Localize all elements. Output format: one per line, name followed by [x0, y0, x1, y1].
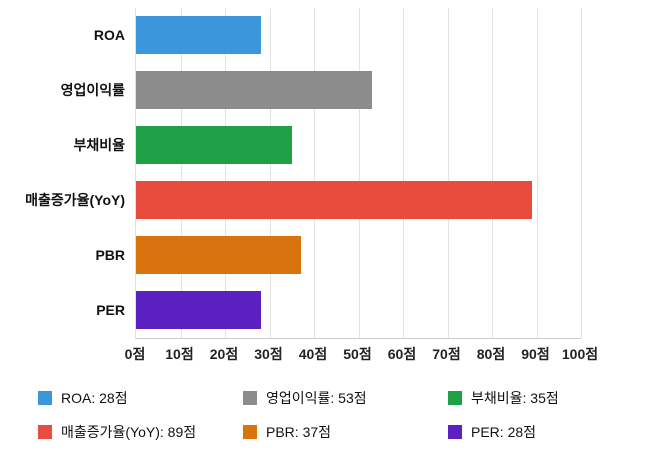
gridline	[447, 8, 449, 338]
bar-row	[136, 118, 581, 173]
legend-item: PER: 28점	[448, 422, 638, 442]
legend-label: ROA: 28점	[61, 390, 128, 406]
legend-item: ROA: 28점	[38, 388, 243, 408]
bar	[136, 291, 261, 329]
bar-row	[136, 63, 581, 118]
x-tick-label: 20점	[209, 346, 239, 362]
bar	[136, 16, 261, 54]
legend-swatch	[448, 391, 462, 405]
gridline	[492, 8, 493, 338]
x-tick-label: 40점	[298, 346, 328, 362]
legend-swatch	[38, 425, 52, 439]
gridline	[269, 8, 271, 338]
legend-label: PER: 28점	[471, 424, 537, 440]
category-label: 부채비율	[73, 137, 125, 153]
category-label: PBR	[95, 247, 125, 263]
legend-swatch	[243, 425, 257, 439]
bar	[136, 236, 301, 274]
legend-swatch	[243, 391, 257, 405]
x-tick-label: 90점	[521, 346, 550, 362]
category-label: 영업이익률	[60, 82, 125, 98]
x-tick-label: 50점	[343, 346, 372, 362]
plot-area	[135, 8, 582, 339]
bar-row	[136, 283, 581, 338]
legend-label: 부채비율: 35점	[471, 390, 559, 406]
bar-row	[136, 228, 581, 283]
bar	[136, 71, 372, 109]
legend-item: 매출증가율(YoY): 89점	[38, 422, 243, 442]
gridline	[536, 8, 538, 338]
legend-label: 매출증가율(YoY): 89점	[61, 424, 197, 440]
category-label: PER	[96, 302, 125, 318]
gridline	[403, 8, 404, 338]
x-tick-label: 60점	[387, 346, 417, 362]
legend-label: 영업이익률: 53점	[266, 390, 367, 406]
category-label: 매출증가율(YoY)	[25, 192, 125, 208]
x-tick-label: 0점	[124, 346, 146, 362]
legend-item: PBR: 37점	[243, 422, 448, 442]
x-tick-label: 10점	[165, 346, 194, 362]
bar-row	[136, 8, 581, 63]
gridline	[180, 8, 182, 338]
legend-swatch	[38, 391, 52, 405]
legend-swatch	[448, 425, 462, 439]
bar	[136, 126, 292, 164]
gridline	[358, 8, 360, 338]
x-tick-label: 30점	[254, 346, 283, 362]
x-tick-label: 100점	[561, 346, 599, 362]
legend-label: PBR: 37점	[266, 424, 332, 440]
category-label: ROA	[93, 27, 125, 43]
x-axis-labels: 0점 10점 20점 30점 40점 50점 60점 70점 80점 90점 100점	[125, 344, 598, 364]
legend-item: 부채비율: 35점	[448, 388, 638, 408]
gridline	[225, 8, 226, 338]
bar-row	[136, 173, 581, 228]
legend-item: 영업이익률: 53점	[243, 388, 448, 408]
gridline	[314, 8, 315, 338]
x-tick-label: 80점	[476, 346, 506, 362]
gridline	[581, 8, 582, 338]
x-tick-label: 70점	[432, 346, 461, 362]
bar	[136, 181, 533, 219]
